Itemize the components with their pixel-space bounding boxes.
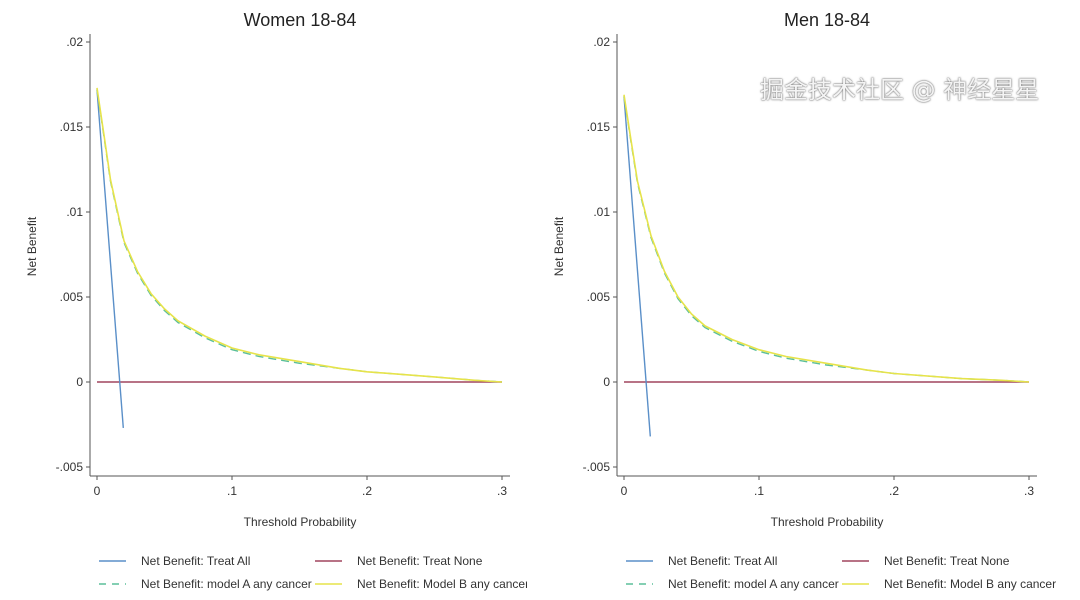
x-axis-label: Threshold Probability bbox=[771, 515, 884, 529]
x-axis-label: Threshold Probability bbox=[244, 515, 357, 529]
watermark: 掘金技术社区 @ 神经星星 bbox=[760, 76, 1040, 104]
legend-label: Net Benefit: model A any cancer bbox=[141, 577, 312, 591]
y-tick-label: .005 bbox=[60, 290, 84, 304]
y-tick-label: .01 bbox=[593, 205, 610, 219]
x-tick-label: .1 bbox=[227, 484, 237, 498]
series-line-model-a bbox=[96, 89, 503, 383]
x-tick-label: .2 bbox=[362, 484, 372, 498]
legend-label: Net Benefit: Model B any cancer bbox=[357, 577, 529, 591]
legend: Net Benefit: Treat All Net Benefit: Treat… bbox=[626, 554, 1056, 591]
legend-label: Net Benefit: Treat All bbox=[668, 554, 777, 568]
series-line-model-b bbox=[623, 94, 1030, 383]
series-line-treat-all bbox=[96, 89, 124, 428]
legend-label: Net Benefit: Model B any cancer bbox=[884, 577, 1056, 591]
legend-label: Net Benefit: Treat All bbox=[141, 554, 250, 568]
y-tick-label: -.005 bbox=[56, 460, 84, 474]
legend: Net Benefit: Treat All Net Benefit: Treat… bbox=[99, 554, 529, 591]
y-tick-label: 0 bbox=[603, 375, 610, 389]
legend-label: Net Benefit: Treat None bbox=[357, 554, 483, 568]
y-tick-label: .005 bbox=[587, 290, 611, 304]
chart-title: Men 18-84 bbox=[784, 10, 870, 30]
x-tick-label: .3 bbox=[1024, 484, 1034, 498]
y-tick-label: .015 bbox=[60, 120, 84, 134]
y-tick-label: 0 bbox=[76, 375, 83, 389]
chart-panel-1: Men 18-84 -.005 0 .005 .01 .015 .02 0 .1 .2 .3 Thre… bbox=[552, 10, 1056, 591]
x-tick-label: .3 bbox=[497, 484, 507, 498]
y-axis-label: Net Benefit bbox=[552, 216, 566, 276]
series-line-model-a bbox=[623, 96, 1030, 383]
x-tick-label: .2 bbox=[889, 484, 899, 498]
y-axis-label: Net Benefit bbox=[25, 216, 39, 276]
y-tick-label: .01 bbox=[66, 205, 83, 219]
y-tick-label: .015 bbox=[587, 120, 611, 134]
chart-title: Women 18-84 bbox=[244, 10, 357, 30]
x-tick-label: .1 bbox=[754, 484, 764, 498]
y-tick-label: -.005 bbox=[583, 460, 611, 474]
legend-label: Net Benefit: model A any cancer bbox=[668, 577, 839, 591]
x-tick-label: 0 bbox=[621, 484, 628, 498]
x-tick-label: 0 bbox=[94, 484, 101, 498]
y-tick-label: .02 bbox=[66, 35, 83, 49]
legend-label: Net Benefit: Treat None bbox=[884, 554, 1010, 568]
chart-panel-0: Women 18-84 -.005 0 .005 .01 .015 .02 0 .1 .2 .3 Th… bbox=[25, 10, 529, 591]
series-line-treat-all bbox=[623, 96, 651, 437]
y-tick-label: .02 bbox=[593, 35, 610, 49]
series-line-model-b bbox=[96, 87, 503, 383]
